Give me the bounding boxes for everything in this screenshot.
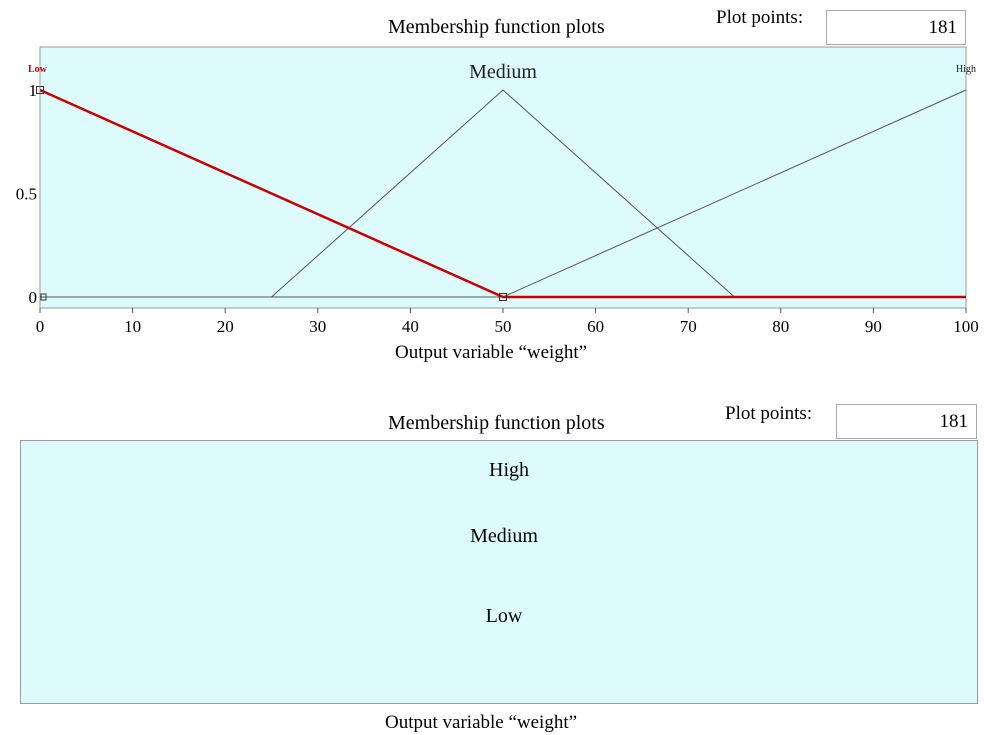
x-tick-label: 40: [402, 317, 419, 336]
plot-title-2: Membership function plots: [388, 412, 605, 434]
mf-vertex-handle[interactable]: [36, 86, 44, 94]
x-tick-label: 0: [36, 317, 45, 336]
plot-area[interactable]: [39, 46, 967, 309]
x-tick-label: 70: [680, 317, 697, 336]
mf-curve-low[interactable]: [39, 88, 966, 299]
x-tick-label: 10: [124, 317, 141, 336]
mf-label-high[interactable]: High: [956, 64, 976, 75]
plot-points-label: Plot points:: [716, 7, 804, 28]
mf-name-medium[interactable]: Medium: [470, 525, 538, 547]
plot-title: Membership function plots: [388, 16, 605, 38]
mf-name-low[interactable]: Low: [485, 605, 523, 627]
plot-points-input-2[interactable]: [836, 404, 977, 439]
membership-function-chart[interactable]: 0 10 20 30 40 50 60 70 80 90 100 0 0.5 1 Low Medium High: [0, 0, 984, 340]
x-axis-label-2: Output variable “weight”: [385, 712, 578, 733]
x-tick-label: 50: [495, 317, 512, 336]
x-tick-label: 30: [309, 317, 326, 336]
plot-points-label-2: Plot points:: [725, 403, 813, 424]
mf-vertex-handle[interactable]: [499, 293, 507, 301]
plot-points-input[interactable]: [826, 10, 966, 45]
mf-name-high[interactable]: High: [489, 459, 529, 481]
x-tick-label: 100: [953, 317, 979, 336]
mf-label-low[interactable]: Low: [28, 64, 48, 75]
x-tick-label: 60: [587, 317, 604, 336]
y-tick-label: 0.5: [16, 185, 37, 204]
x-axis-label: Output variable “weight”: [395, 342, 588, 363]
y-tick-label: 0: [29, 288, 38, 307]
mf-vertex-handle[interactable]: [40, 293, 47, 301]
mf-label-medium[interactable]: Medium: [469, 61, 537, 83]
y-tick-label: 1: [29, 81, 38, 100]
x-tick-label: 90: [865, 317, 882, 336]
x-tick-label: 20: [217, 317, 234, 336]
plot-area-2[interactable]: High Medium Low: [20, 440, 978, 704]
x-tick-label: 80: [772, 317, 789, 336]
